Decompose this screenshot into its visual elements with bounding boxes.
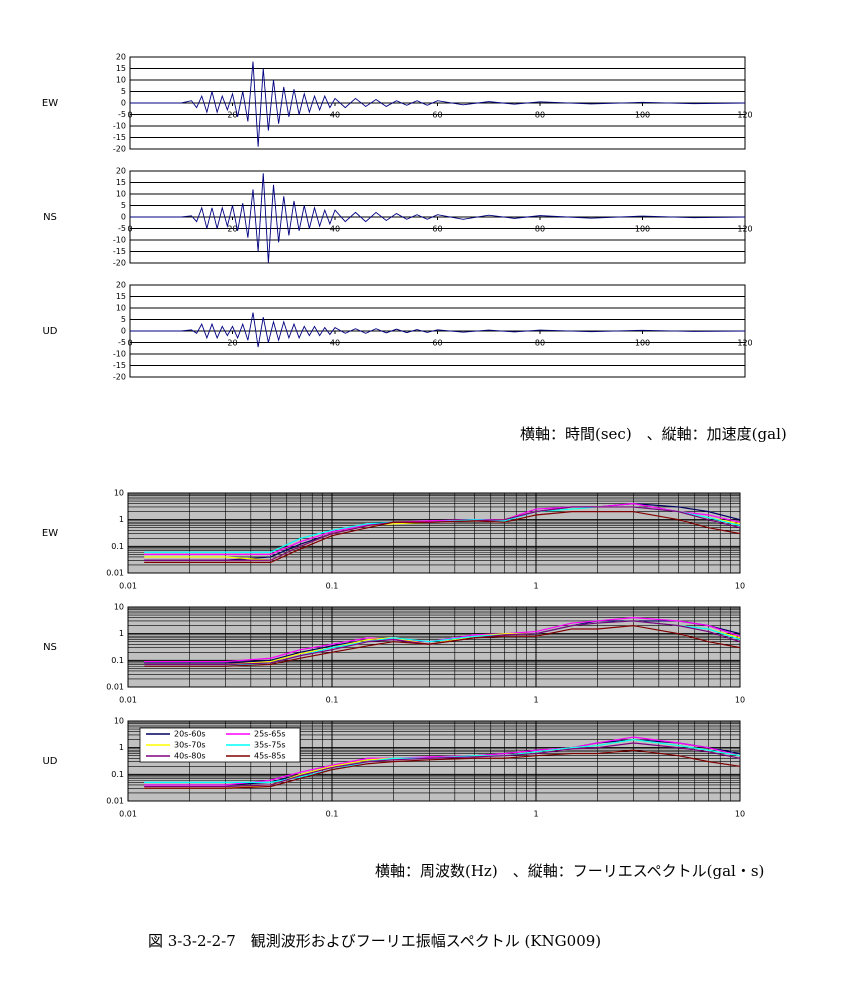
legend-label: 35s-75s — [254, 741, 286, 750]
y-tick-label: -15 — [113, 247, 126, 256]
x-tick-label: 120 — [737, 225, 752, 234]
y-tick-label: 10 — [116, 76, 126, 85]
x-tick-label: 20 — [227, 225, 237, 234]
row-label: UD — [42, 756, 57, 767]
y-tick-label: 1 — [119, 515, 124, 524]
y-tick-label: -10 — [113, 350, 126, 359]
x-tick-label: 80 — [535, 339, 545, 348]
figure-caption: 図 3-3-2-2-7 観測波形およびフーリエ振幅スペクトル (KNG009) — [148, 932, 601, 950]
y-tick-label: -5 — [118, 110, 126, 119]
x-tick-label: 20 — [227, 111, 237, 120]
x-tick-label: 10 — [735, 696, 745, 705]
data-line — [144, 739, 741, 783]
x-tick-label: 120 — [737, 339, 752, 348]
y-tick-label: -20 — [113, 373, 126, 382]
row-label: UD — [42, 326, 57, 337]
x-tick-label: 40 — [330, 339, 340, 348]
y-tick-label: 10 — [114, 489, 124, 498]
x-tick-label: 0 — [127, 111, 132, 120]
data-line — [130, 173, 746, 264]
data-line — [130, 61, 746, 147]
y-tick-label: 20 — [116, 53, 126, 62]
y-tick-label: 1 — [119, 629, 124, 638]
x-tick-label: 60 — [432, 339, 442, 348]
x-tick-label: 0.1 — [326, 582, 339, 591]
y-tick-label: 20 — [116, 167, 126, 176]
x-tick-label: 10 — [735, 810, 745, 819]
y-tick-label: 0 — [121, 99, 126, 108]
legend-label: 40s-80s — [174, 752, 206, 761]
row-label: NS — [43, 212, 57, 223]
row-label: NS — [43, 642, 57, 653]
legend-label: 20s-60s — [174, 730, 206, 739]
y-tick-label: 10 — [116, 190, 126, 199]
y-tick-label: 1 — [119, 743, 124, 752]
x-tick-label: 0 — [127, 339, 132, 348]
y-tick-label: -10 — [113, 236, 126, 245]
y-tick-label: -5 — [118, 338, 126, 347]
row-label: EW — [42, 98, 58, 109]
x-tick-label: 100 — [635, 225, 650, 234]
x-tick-label: 100 — [635, 339, 650, 348]
freq-axis-note: 横軸：周波数(Hz) 、縦軸：フーリエスペクトル(gal・s) — [375, 862, 764, 880]
y-tick-label: -15 — [113, 361, 126, 370]
legend-label: 25s-65s — [254, 730, 286, 739]
data-line — [130, 312, 746, 348]
x-tick-label: 0.1 — [326, 696, 339, 705]
x-tick-label: 0 — [127, 225, 132, 234]
x-tick-label: 1 — [533, 810, 538, 819]
data-line — [144, 511, 741, 563]
y-tick-label: 5 — [121, 87, 126, 96]
y-tick-label: -15 — [113, 133, 126, 142]
x-tick-label: 60 — [432, 225, 442, 234]
data-line — [144, 503, 741, 555]
y-tick-label: -5 — [118, 224, 126, 233]
x-tick-label: 40 — [330, 225, 340, 234]
y-tick-label: 10 — [114, 603, 124, 612]
y-tick-label: 0.01 — [106, 683, 124, 692]
x-tick-label: 0.01 — [119, 582, 137, 591]
x-tick-label: 0.01 — [119, 696, 137, 705]
y-tick-label: 0.01 — [106, 569, 124, 578]
y-tick-label: 15 — [116, 64, 126, 73]
x-tick-label: 40 — [330, 111, 340, 120]
row-label: EW — [42, 528, 58, 539]
x-tick-label: 0.1 — [326, 810, 339, 819]
x-tick-label: 20 — [227, 339, 237, 348]
y-tick-label: 20 — [116, 281, 126, 290]
legend-label: 30s-70s — [174, 741, 206, 750]
y-tick-label: 15 — [116, 178, 126, 187]
y-tick-label: 10 — [116, 304, 126, 313]
y-tick-label: 15 — [116, 292, 126, 301]
x-tick-label: 80 — [535, 111, 545, 120]
y-tick-label: 0 — [121, 327, 126, 336]
x-tick-label: 10 — [735, 582, 745, 591]
data-line — [144, 617, 741, 663]
x-tick-label: 1 — [533, 582, 538, 591]
x-tick-label: 60 — [432, 111, 442, 120]
y-tick-label: 0.1 — [111, 656, 124, 665]
x-tick-label: 120 — [737, 111, 752, 120]
data-line — [144, 736, 741, 786]
y-tick-label: 0.01 — [106, 797, 124, 806]
data-line — [144, 625, 741, 667]
legend-label: 45s-85s — [254, 752, 286, 761]
data-line — [144, 749, 741, 789]
y-tick-label: 0 — [121, 213, 126, 222]
data-line — [144, 742, 741, 788]
y-tick-label: 0.1 — [111, 770, 124, 779]
y-tick-label: -20 — [113, 259, 126, 268]
y-tick-label: 0.1 — [111, 542, 124, 551]
time-axis-note: 横軸：時間(sec) 、縦軸：加速度(gal) — [520, 425, 787, 443]
y-tick-label: 10 — [114, 717, 124, 726]
y-tick-label: 5 — [121, 315, 126, 324]
y-tick-label: 5 — [121, 201, 126, 210]
x-tick-label: 0.01 — [119, 810, 137, 819]
y-tick-label: -10 — [113, 122, 126, 131]
x-tick-label: 100 — [635, 111, 650, 120]
x-tick-label: 80 — [535, 225, 545, 234]
y-tick-label: -20 — [113, 145, 126, 154]
x-tick-label: 1 — [533, 696, 538, 705]
